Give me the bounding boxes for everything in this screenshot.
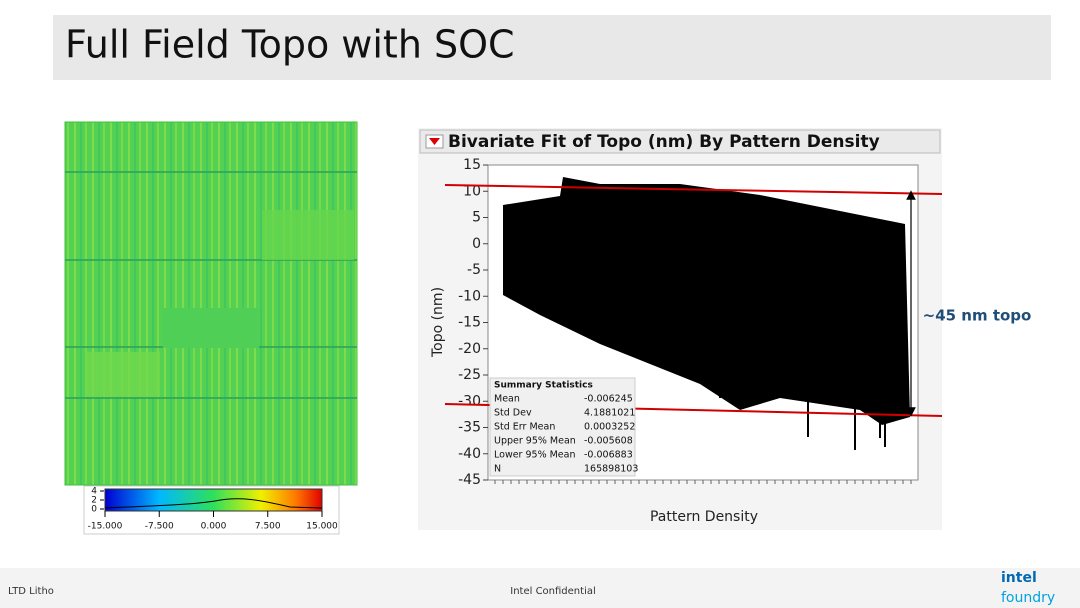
colorbar-tick-label: -15.000 xyxy=(88,522,123,532)
y-tick-label: -25 xyxy=(458,367,481,383)
y-tick-label: -30 xyxy=(458,393,481,409)
histogram-tick-label: 0 xyxy=(91,505,97,515)
summary-label: N xyxy=(494,464,501,475)
summary-table xyxy=(489,377,636,477)
plot-header xyxy=(419,129,941,154)
footer-bar xyxy=(0,568,1080,608)
summary-label: Std Err Mean xyxy=(494,422,555,433)
summary-value: -0.005608 xyxy=(584,436,633,447)
summary-value: 165898103 xyxy=(584,464,638,475)
histogram-tick-label: 2 xyxy=(91,496,97,506)
histogram-tick-label: 4 xyxy=(91,487,97,497)
plot-title: Bivariate Fit of Topo (nm) By Pattern De… xyxy=(448,132,880,152)
disclosure-icon xyxy=(429,138,440,145)
y-tick-label: -15 xyxy=(458,315,481,331)
summary-label: Mean xyxy=(494,394,520,405)
summary-label: Lower 95% Mean xyxy=(494,450,576,461)
y-axis-label: Topo (nm) xyxy=(430,287,446,358)
colorbar xyxy=(104,488,323,512)
summary-value: -0.006883 xyxy=(584,450,633,461)
y-tick-label: -5 xyxy=(467,262,481,278)
slide-title: Full Field Topo with SOC xyxy=(65,23,515,67)
y-tick-label: 15 xyxy=(463,157,481,173)
logo-bottom: foundry xyxy=(1001,590,1055,606)
scatter-cloud xyxy=(503,177,910,425)
y-tick-label: -35 xyxy=(458,420,481,436)
summary-value: -0.006245 xyxy=(584,394,633,405)
title-bar xyxy=(53,15,1051,80)
footer-center: Intel Confidential xyxy=(510,586,596,597)
colorbar-tick-label: 7.500 xyxy=(255,522,281,532)
y-tick-label: -40 xyxy=(458,446,481,462)
logo-top: intel xyxy=(1001,570,1037,586)
summary-title: Summary Statistics xyxy=(494,381,593,391)
colorbar-tick-label: 15.000 xyxy=(306,522,338,532)
colorbar-tick-label: -7.500 xyxy=(145,522,174,532)
upper-limit-line xyxy=(444,184,943,195)
y-tick-label: -10 xyxy=(458,288,481,304)
y-tick-label: 0 xyxy=(472,236,481,252)
y-tick-label: 5 xyxy=(472,210,481,226)
x-axis-label: Pattern Density xyxy=(650,509,758,525)
y-tick-label: 10 xyxy=(463,183,481,199)
colorbar-tick-label: 0.000 xyxy=(201,522,227,532)
scatter-outliers xyxy=(719,375,886,450)
annotation: ~45 nm topo xyxy=(923,307,1032,325)
summary-value: 0.0003252 xyxy=(584,422,635,433)
summary-label: Upper 95% Mean xyxy=(494,436,576,447)
colorbar-histogram xyxy=(104,498,323,509)
summary-value: 4.1881021 xyxy=(584,408,635,419)
footer-left: LTD Litho xyxy=(8,586,54,597)
y-tick-label: -20 xyxy=(458,341,481,357)
topo-map xyxy=(64,121,358,486)
y-tick-label: -45 xyxy=(458,472,481,488)
summary-label: Std Dev xyxy=(494,408,532,419)
